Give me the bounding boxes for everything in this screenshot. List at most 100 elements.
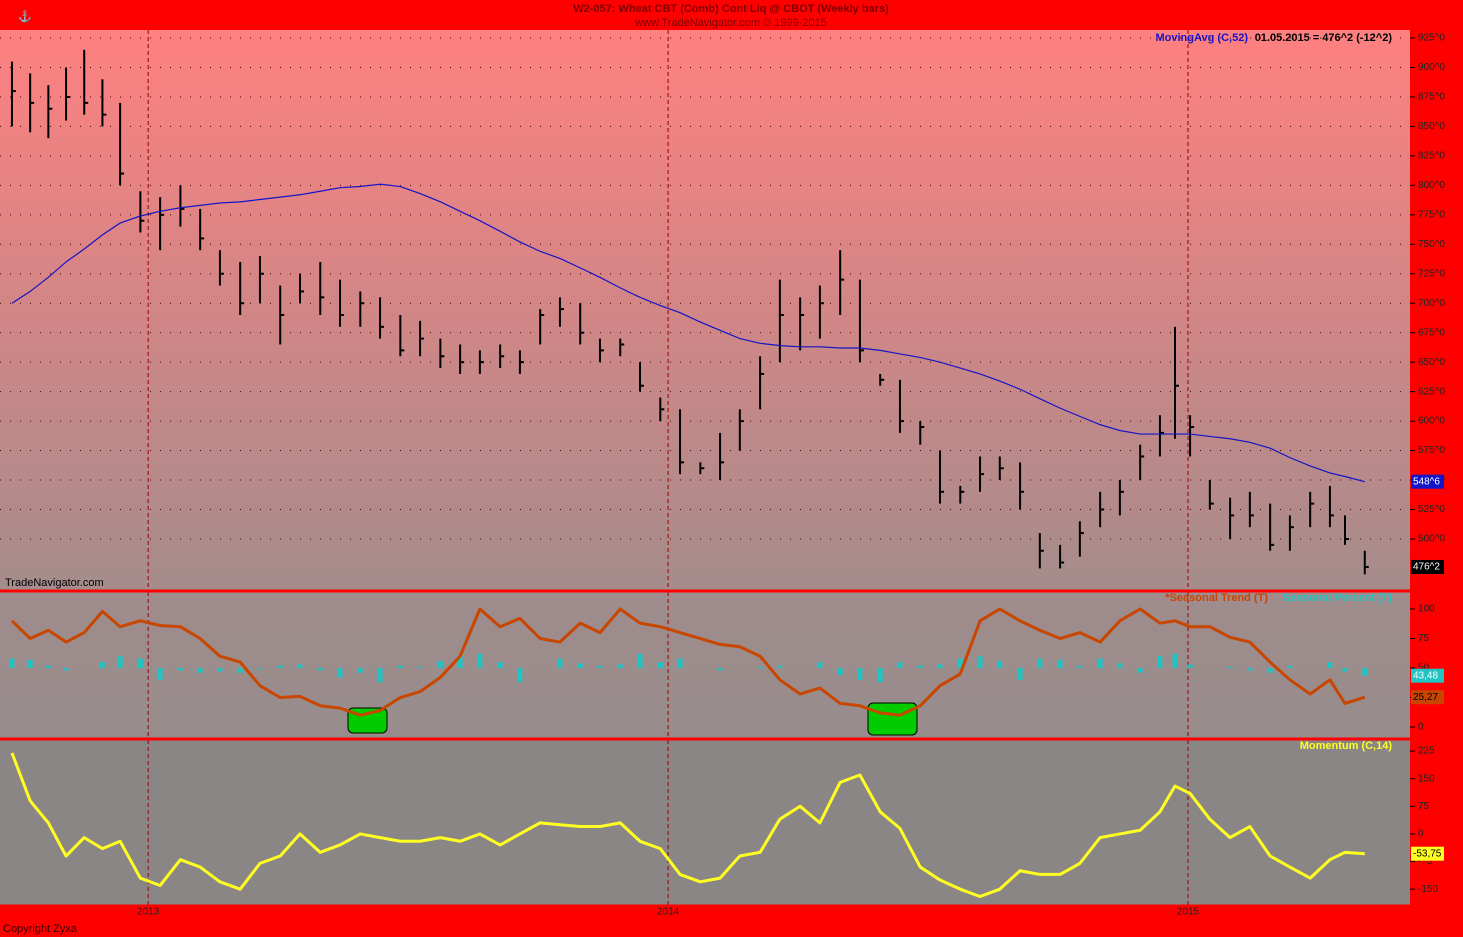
last-value-box: [1411, 668, 1444, 683]
seasonal-bar: [1057, 659, 1063, 669]
seasonal-bar: [377, 668, 383, 683]
chart-subtitle: www.TradeNavigator.com © 1999-2015: [634, 17, 827, 29]
seasonal-bar: [877, 668, 883, 683]
indicator-line: [10, 752, 1365, 899]
seasonal-bar: [237, 668, 243, 673]
seasonal-bar: [997, 660, 1003, 669]
moving-average: [11, 183, 1365, 483]
seasonal-bar: [277, 665, 283, 669]
seasonal-bar: [1077, 665, 1083, 669]
seasonal-bar: [597, 665, 603, 669]
last-value-label: 25,27: [1413, 692, 1438, 703]
y-tick-label: 0: [1418, 722, 1424, 733]
seasonal-bar: [217, 668, 223, 672]
copyright: Copyright Zyxa: [3, 923, 78, 935]
y-tick-label: -150: [1418, 884, 1438, 895]
seasonal-bar: [817, 662, 823, 669]
last-value-box: [1411, 690, 1444, 705]
y-tick-label: 225: [1418, 746, 1435, 757]
seasonal-bar: [477, 653, 483, 669]
y-tick-label: 500^0: [1418, 534, 1445, 545]
seasonal-bar: [117, 656, 123, 669]
status-label: 01.05.2015 = 476^2 (-12^2): [1255, 32, 1393, 44]
y-tick-label: 525^0: [1418, 504, 1445, 515]
last-value-box: [1411, 474, 1444, 489]
legend-label: Momentum (C,14): [1300, 740, 1393, 752]
seasonal-bar: [977, 656, 983, 669]
y-tick-label: 850^0: [1418, 121, 1445, 132]
x-tick-label: 2013: [137, 907, 160, 918]
y-tick-label: 725^0: [1418, 268, 1445, 279]
seasonal-bar: [27, 659, 33, 669]
last-value-box: [1411, 846, 1444, 861]
seasonal-bar: [857, 668, 863, 680]
highlight-box: [867, 702, 918, 736]
watermark: TradeNavigator.com: [5, 577, 104, 589]
seasonal-bar: [197, 668, 203, 673]
seasonal-bar: [1037, 658, 1043, 669]
seasonal-bar: [1157, 656, 1163, 669]
seasonal-bar: [63, 668, 69, 671]
seasonal-bar: [837, 668, 843, 676]
momentum-panel: [0, 740, 1410, 905]
seasonal-bar: [1362, 668, 1368, 676]
seasonal-bar: [1097, 658, 1103, 669]
last-value-box: [1411, 559, 1444, 574]
seasonal-bar: [437, 660, 443, 669]
seasonal-bar: [917, 665, 923, 669]
y-tick-label: 925^0: [1418, 33, 1445, 44]
seasonal-bar: [157, 668, 163, 680]
y-tick-label: 875^0: [1418, 92, 1445, 103]
seasonal-bar: [457, 656, 463, 669]
seasonal-bar: [957, 658, 963, 669]
chart-title: W2-057: Wheat CBT (Comb) Cont Liq @ CBOT…: [573, 3, 889, 15]
seasonal-bar: [1172, 653, 1178, 669]
seasonal-bar: [1187, 664, 1193, 669]
seasonal-bar: [99, 662, 105, 669]
y-tick-label: 825^0: [1418, 151, 1445, 162]
y-tick-label: 650^0: [1418, 357, 1445, 368]
seasonal-bar: [497, 662, 503, 669]
x-tick-label: 2015: [1177, 907, 1200, 918]
y-tick-label: -75: [1418, 856, 1433, 867]
y-tick-label: 75: [1418, 633, 1430, 644]
indicator-line: [10, 607, 1366, 717]
legend-label: *Seasonal Trend (T): [1165, 592, 1268, 604]
seasonal-bar: [45, 665, 51, 669]
price-panel: [0, 30, 1410, 590]
seasonal-bar: [137, 658, 143, 669]
seasonal-bar: [1287, 665, 1293, 669]
y-tick-label: 775^0: [1418, 209, 1445, 220]
y-tick-label: 150: [1418, 773, 1435, 784]
y-tick-label: 750^0: [1418, 239, 1445, 250]
seasonal-bar: [617, 664, 623, 669]
seasonal-bar: [1247, 668, 1253, 671]
seasonal-bar: [357, 668, 363, 673]
seasonal-panel: [0, 592, 1410, 738]
seasonal-bar: [717, 668, 723, 671]
y-tick-label: 0: [1418, 829, 1424, 840]
y-tick-label: 50: [1418, 663, 1430, 674]
y-tick-label: 625^0: [1418, 386, 1445, 397]
legend-label: Seasonal Percent (T): [1283, 592, 1392, 604]
last-value-label: -53,75: [1413, 848, 1442, 859]
seasonal-bar: [637, 653, 643, 669]
y-tick-label: 600^0: [1418, 416, 1445, 427]
seasonal-bar: [337, 668, 343, 678]
seasonal-bar: [297, 664, 303, 669]
seasonal-bar: [397, 665, 403, 669]
legend-label: MovingAvg (C,52): [1156, 32, 1249, 44]
seasonal-bar: [9, 658, 15, 669]
seasonal-bar: [1227, 666, 1233, 669]
seasonal-bar: [557, 658, 563, 669]
seasonal-bar: [937, 664, 943, 669]
seasonal-bar: [577, 663, 583, 669]
logo: ⚓: [18, 10, 32, 23]
last-value-label: 43,48: [1413, 670, 1438, 681]
seasonal-bar: [677, 658, 683, 669]
seasonal-bar: [777, 665, 783, 669]
seasonal-bar: [897, 662, 903, 669]
seasonal-bar: [177, 668, 183, 671]
